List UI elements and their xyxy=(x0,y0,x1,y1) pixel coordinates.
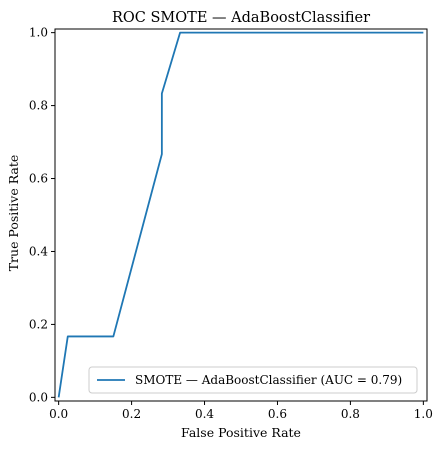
y-tick-label: 1.0 xyxy=(29,26,48,40)
x-tick-label: 1.0 xyxy=(414,407,433,421)
plot-frame xyxy=(55,29,427,401)
x-tick-label: 0.2 xyxy=(122,407,141,421)
x-tick-label: 0.8 xyxy=(341,407,360,421)
y-tick-label: 0.0 xyxy=(29,390,48,404)
x-axis-label: False Positive Rate xyxy=(181,425,301,440)
x-tick-label: 0.0 xyxy=(49,407,68,421)
plot-area: 0.0 0.2 0.4 0.6 0.8 1.0 0.0 0.2 0.4 0.6 0.8 1.0 SMOT… xyxy=(29,26,433,421)
x-tick-label: 0.4 xyxy=(195,407,214,421)
y-tick-label: 0.8 xyxy=(29,99,48,113)
chart-title: ROC SMOTE — AdaBoostClassifier xyxy=(112,10,370,26)
y-axis-label: True Positive Rate xyxy=(6,155,21,272)
y-tick-label: 0.2 xyxy=(29,317,48,331)
roc-curve-line xyxy=(59,33,424,398)
y-tick-label: 0.6 xyxy=(29,172,48,186)
y-tick-label: 0.4 xyxy=(29,244,48,258)
x-tick-label: 0.6 xyxy=(268,407,287,421)
legend-entry-label: SMOTE — AdaBoostClassifier (AUC = 0.79) xyxy=(135,373,402,387)
